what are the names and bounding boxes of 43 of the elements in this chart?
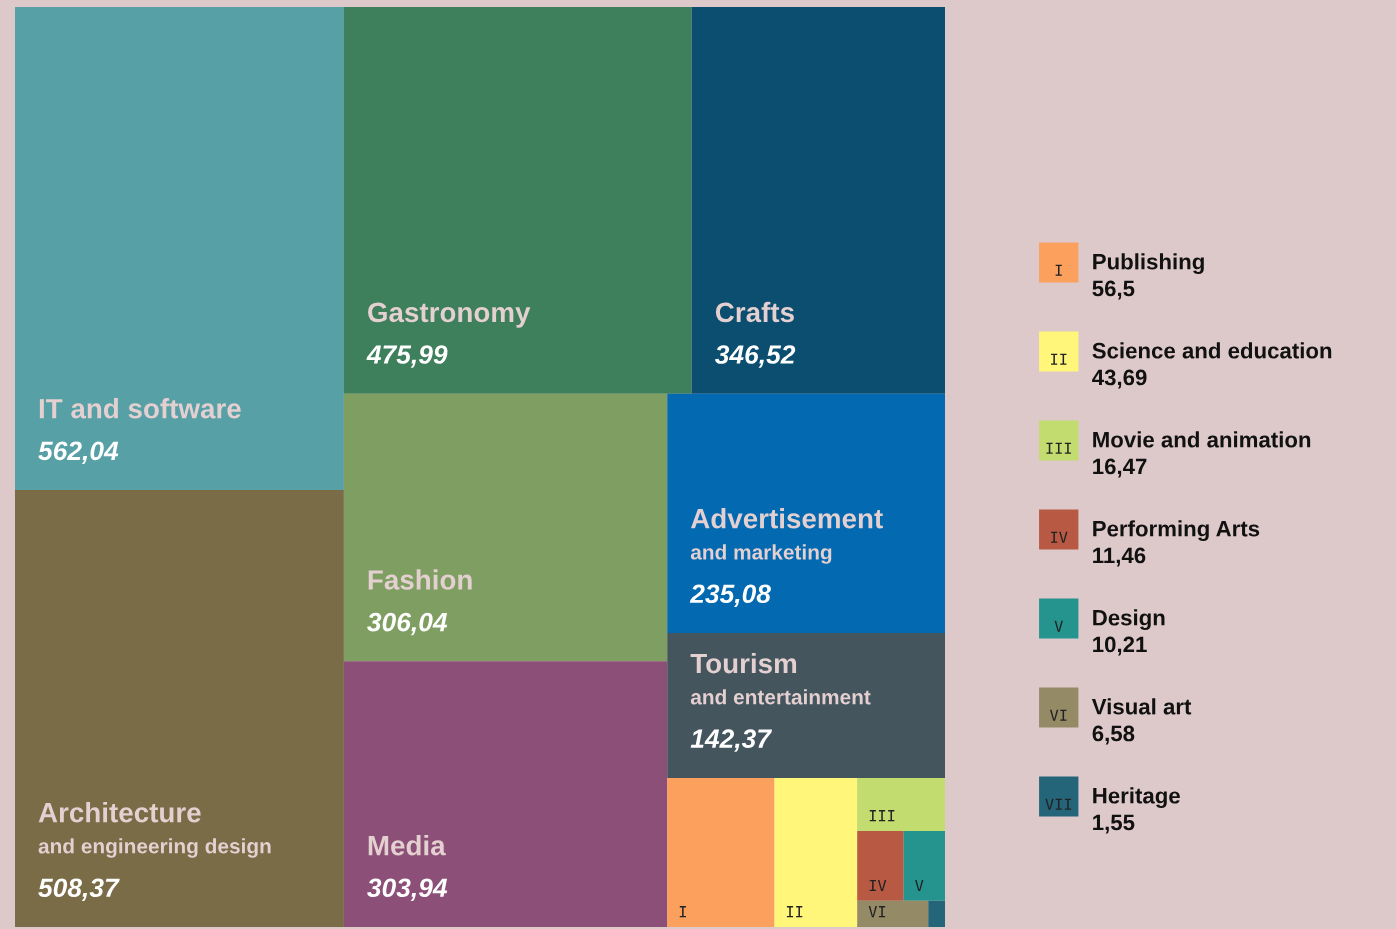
data-label: 475,99 [366, 345, 448, 368]
text: VII [1045, 798, 1072, 810]
data-label: 6,58 [1092, 725, 1135, 745]
category-label: Performing Arts [1093, 520, 1260, 542]
text: V [915, 879, 924, 892]
category-label: Movie and animation [1093, 431, 1311, 448]
text: V [1054, 620, 1063, 632]
text: IV [869, 879, 887, 892]
category-label: Publishing [1093, 253, 1204, 275]
category-label: Architecture and engineering design [38, 802, 271, 858]
data-label: 10,21 [1093, 636, 1147, 656]
text: I [1055, 264, 1062, 276]
category-label: Heritage [1093, 787, 1180, 809]
text: VI [868, 906, 886, 918]
category-label: Tourism and entertainment [690, 652, 871, 705]
text: III [869, 810, 895, 822]
text: II [786, 906, 803, 918]
category-label: Fashion [368, 569, 472, 590]
text: VI [1049, 709, 1067, 721]
data-label: 43,69 [1092, 369, 1147, 389]
category-label: Gastronomy [368, 302, 531, 328]
text: III [1046, 442, 1072, 454]
data-label: 508,37 [38, 878, 120, 901]
text: IV [1051, 531, 1068, 543]
data-label: 1,55 [1093, 814, 1135, 834]
category-label: Science and education [1092, 342, 1332, 359]
text: I [679, 906, 686, 918]
data-label: 142,37 [690, 729, 772, 752]
category-label: Media [368, 835, 446, 856]
data-label: 11,46 [1093, 547, 1146, 567]
data-label: 346,52 [714, 345, 796, 368]
data-label: 56,5 [1092, 280, 1135, 300]
text: II [1051, 353, 1067, 365]
category-label: Advertisement and marketing [690, 508, 883, 564]
data-label: 306,04 [367, 612, 448, 636]
data-label: 562,04 [38, 441, 119, 464]
data-label: 235,08 [689, 584, 771, 607]
category-label: Visual art [1091, 698, 1192, 715]
category-label: IT and software [39, 398, 241, 419]
category-label: Crafts [715, 301, 794, 323]
category-label: Design [1093, 609, 1165, 631]
data-label: 16,47 [1093, 458, 1147, 478]
data-label: 303,94 [367, 878, 448, 901]
